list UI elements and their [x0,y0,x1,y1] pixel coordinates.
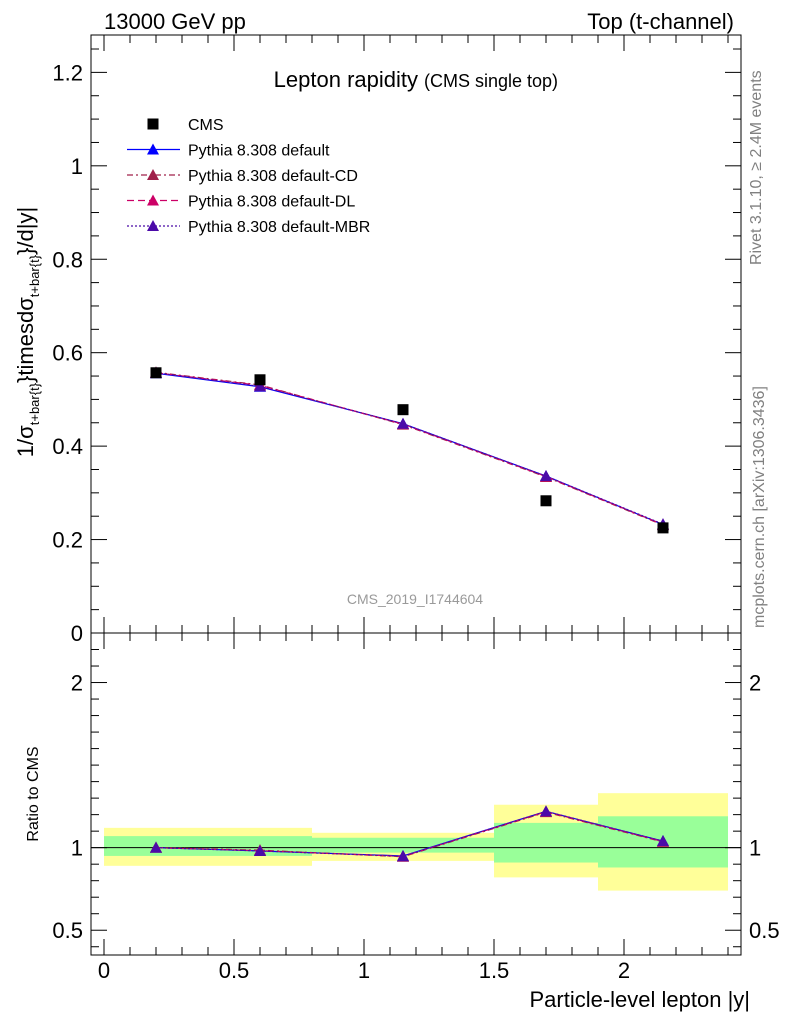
mcplots-label: mcplots.cern.ch [arXiv:1306.3436] [751,386,768,628]
y-tick-label: 0.6 [52,341,83,366]
x-tick-label: 1.5 [479,958,510,983]
ratio-series-point [397,850,409,862]
y-label-part: }/d|y| [13,207,38,255]
y-tick-label: 1 [71,154,83,179]
ratio-series-group [150,805,669,862]
legend-label: Pythia 8.308 default-CD [188,168,358,185]
main-y-axis-label: 1/σt+bar{t}}timesdσt+bar{t}}/d|y| [13,207,42,457]
series-point [254,380,266,392]
legend-marker [147,143,159,155]
y-label-part: t+bar{t} [27,254,42,297]
legend-marker [147,220,159,231]
legend-marker [147,118,159,130]
ratio-series-point [540,805,552,817]
ratio-series-point [657,835,669,847]
ratio-series-point [150,841,162,853]
chart-title: Lepton rapidity [274,67,418,92]
x-tick-label: 0.5 [219,958,250,983]
y-tick-label: 0.8 [52,247,83,272]
ratio-y-tick-label-right: 0.5 [749,918,780,943]
ratio-y-tick-label-right: 2 [749,671,761,696]
inner-uncertainty-band [494,822,598,863]
data-point [150,367,162,379]
main-y-axis-label-text: 1/σt+bar{t}}timesdσt+bar{t}}/d|y| [13,207,42,457]
main-series-group [150,366,669,534]
y-tick-label: 0 [71,621,83,646]
data-point [397,404,409,416]
data-point [540,495,552,507]
legend-marker [147,169,159,180]
ratio-series-point [254,844,266,856]
series-point [540,470,552,482]
ratio-y-tick-label-right: 1 [749,836,761,861]
series-line [155,371,664,526]
process-label: Top (t-channel) [587,9,734,34]
rivet-version-label: Rivet 3.1.10, ≥ 2.4M events [748,70,765,265]
series-line [155,372,664,525]
y-tick-label: 1.2 [52,60,83,85]
legend-label: Pythia 8.308 default [188,143,330,160]
legend-marker [147,194,159,206]
y-label-part: 1/σ [13,425,38,457]
main-panel: 0 0.2 0.4 0.6 0.8 1 1.2 Lepton rapidity (CMS s… [13,34,742,646]
ratio-error-bands [91,793,741,891]
chart-subtitle: (CMS single top) [424,71,558,91]
x-axis-label: Particle-level lepton |y| [529,987,750,1012]
y-label-part: t+bar{t} [27,382,42,425]
data-point [657,522,669,534]
main-axis-ticks: 0 0.2 0.4 0.6 0.8 1 1.2 [52,35,741,646]
ratio-y-tick-label: 2 [71,671,83,696]
legend: CMS Pythia 8.308 default Pythia 8.308 defa… [127,117,370,236]
y-tick-label: 0.4 [52,434,83,459]
inner-uncertainty-band [104,836,312,856]
ratio-y-tick-label: 1 [71,836,83,861]
legend-label: CMS [188,117,224,134]
legend-label: Pythia 8.308 default-DL [188,194,355,211]
x-tick-label: 1 [358,958,370,983]
series-point [397,417,409,429]
y-label-part: }timesdσ [13,297,38,383]
ratio-series-line [155,810,664,857]
ratio-y-axis-label: Ratio to CMS [25,746,42,841]
x-tick-label: 2 [618,958,630,983]
legend-label: Pythia 8.308 default-MBR [188,219,370,236]
data-point [254,374,266,386]
series-line [155,372,664,526]
ratio-panel: 0.5 0.5 1 1 2 2 0 0.5 1 1.5 2 Ratio to CMS Particl… [25,632,780,1012]
ratio-y-tick-label: 0.5 [52,918,83,943]
ratio-axis-ticks: 0.5 0.5 1 1 2 2 0 0.5 1 1.5 2 [52,632,780,983]
series-line [155,372,664,526]
y-tick-label: 0.2 [52,528,83,553]
x-tick-label: 0 [98,958,110,983]
analysis-watermark: CMS_2019_I1744604 [347,591,483,607]
energy-label: 13000 GeV pp [104,9,246,34]
